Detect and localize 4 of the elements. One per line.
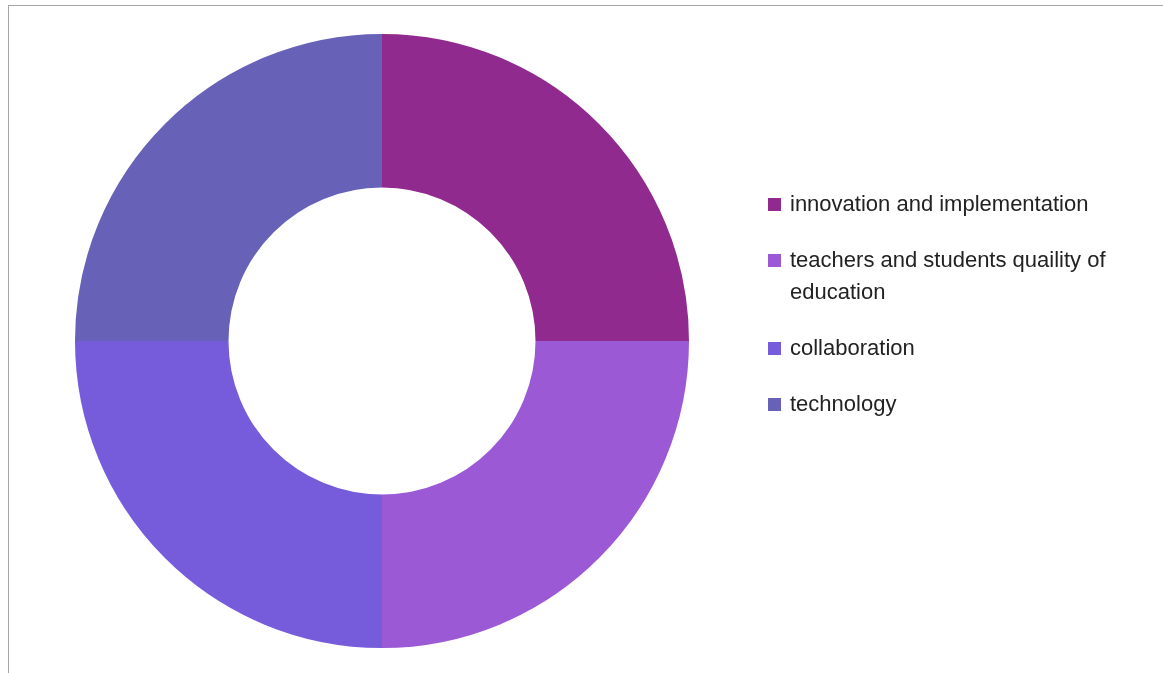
legend-label: collaboration (790, 334, 915, 362)
legend-label: innovation and implementation (790, 190, 1089, 218)
legend-label: technology (790, 390, 897, 418)
legend-label: teachers and students quaility of education (790, 246, 1107, 306)
